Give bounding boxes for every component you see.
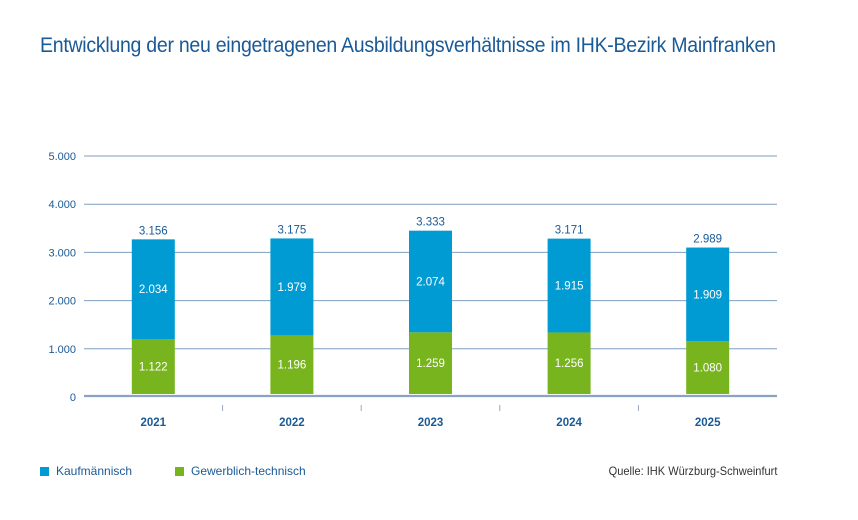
legend-item-kaufmaennisch: Kaufmännisch	[40, 464, 132, 478]
data-label-kaufmaennisch: 2.074	[416, 276, 445, 288]
y-tick-label: 3.000	[48, 247, 76, 259]
bar-kaufmaennisch-2022	[270, 238, 314, 336]
data-label-gewerblich: 1.259	[416, 358, 445, 370]
legend-label-gewerblich: Gewerblich-technisch	[191, 464, 306, 478]
y-tick-label: 0	[70, 392, 76, 404]
source-note: Quelle: IHK Würzburg-Schweinfurt	[608, 464, 777, 478]
data-label-gewerblich: 1.196	[278, 360, 307, 372]
bar-kaufmaennisch-2023	[409, 230, 452, 333]
x-tick-label: 2023	[418, 417, 444, 429]
data-label-kaufmaennisch: 2.034	[139, 284, 168, 296]
legend-label-kaufmaennisch: Kaufmännisch	[56, 464, 133, 478]
data-label-total: 3.156	[139, 225, 168, 237]
bar-gewerblich-2024	[547, 332, 591, 394]
x-tick-label: 2025	[695, 417, 721, 429]
x-tick-label: 2021	[141, 417, 167, 429]
bar-kaufmaennisch-2025	[686, 247, 730, 342]
y-tick-label: 4.000	[48, 199, 76, 211]
x-tick-label: 2022	[279, 417, 305, 429]
y-tick-label: 5.000	[48, 151, 76, 163]
bar-gewerblich-2023	[409, 332, 452, 394]
data-label-total: 3.175	[278, 224, 307, 236]
data-label-kaufmaennisch: 1.909	[693, 289, 722, 301]
legend-item-gewerblich: Gewerblich-technisch	[175, 464, 306, 478]
y-tick-label: 2.000	[48, 296, 76, 308]
data-label-total: 2.989	[693, 234, 722, 246]
data-label-total: 3.333	[416, 217, 445, 229]
y-tick-label: 1.000	[48, 344, 76, 356]
bar-kaufmaennisch-2021	[131, 239, 175, 340]
data-label-total: 3.171	[555, 225, 584, 237]
legend-swatch-kaufmaennisch	[40, 466, 49, 476]
bar-kaufmaennisch-2024	[547, 238, 591, 333]
chart-title: Entwicklung der neu eingetragenen Ausbil…	[40, 34, 776, 57]
data-label-gewerblich: 1.122	[139, 362, 168, 374]
data-label-kaufmaennisch: 1.979	[278, 282, 307, 294]
bars: 1.122 2.034 3.156 1.196 1.979 3.175 1.259 2.074…	[131, 217, 730, 394]
bar-gewerblich-2025	[686, 341, 730, 394]
y-axis-ticks: 0 1.000 2.000 3.000 4.000 5.000	[48, 151, 76, 404]
data-label-gewerblich: 1.256	[555, 358, 584, 370]
legend-swatch-gewerblich	[175, 466, 184, 476]
bar-gewerblich-2022	[270, 335, 314, 394]
data-label-gewerblich: 1.080	[693, 363, 722, 375]
data-label-kaufmaennisch: 1.915	[555, 281, 584, 293]
bar-gewerblich-2021	[131, 339, 175, 394]
x-tick-label: 2024	[556, 417, 582, 429]
x-axis: 2021 2022 2023 2024 2025	[84, 394, 777, 429]
